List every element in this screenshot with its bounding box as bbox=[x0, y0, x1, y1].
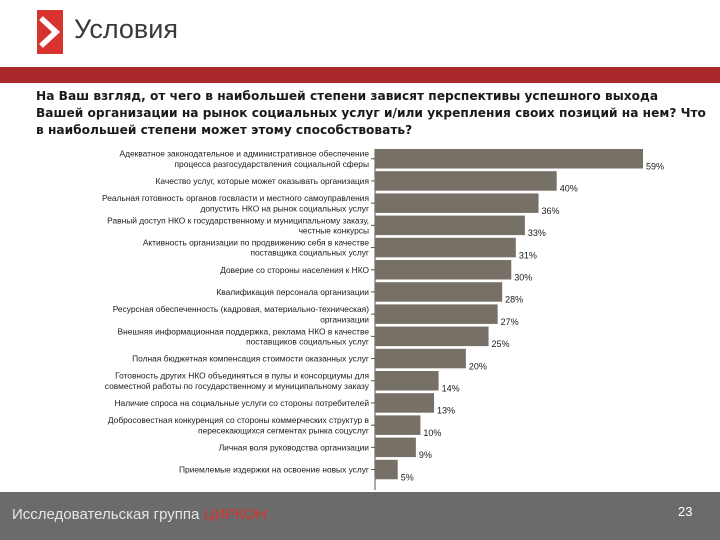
category-label: процесса разгосударствления социальной с… bbox=[175, 159, 369, 169]
category-label: допустить НКО на рынок социальных услуг bbox=[200, 203, 369, 213]
category-label: Внешняя информационная поддержка, реклам… bbox=[118, 326, 370, 336]
category-label: Наличие спроса на социальные услуги со с… bbox=[114, 398, 369, 408]
category-label: честные конкурсы bbox=[299, 225, 369, 235]
category-label: Добросовестная конкуренция со стороны ко… bbox=[108, 415, 370, 425]
data-label: 30% bbox=[514, 273, 532, 283]
bar bbox=[375, 348, 466, 369]
data-label: 14% bbox=[442, 384, 460, 394]
bar bbox=[375, 326, 489, 347]
category-label: Квалификация персонала организации bbox=[216, 287, 369, 297]
bar bbox=[375, 459, 398, 480]
data-label: 27% bbox=[501, 317, 519, 327]
data-label: 25% bbox=[492, 339, 510, 349]
category-label: поставщика социальных услуг bbox=[250, 248, 369, 258]
category-label: Полная бюджетная компенсация стоимости о… bbox=[132, 354, 369, 364]
category-label: Качество услуг, которые может оказывать … bbox=[156, 176, 369, 186]
bar bbox=[375, 149, 643, 169]
category-label: пересекающихся сегментах рынка соцуслуг bbox=[198, 425, 369, 435]
bar bbox=[375, 393, 435, 413]
category-label: Адекватное законодательное и администрат… bbox=[119, 149, 369, 159]
data-label: 28% bbox=[505, 295, 523, 305]
page-title: Условия bbox=[74, 14, 178, 44]
bar bbox=[375, 304, 498, 324]
bar bbox=[375, 171, 557, 191]
data-label: 33% bbox=[528, 228, 546, 238]
data-label: 36% bbox=[542, 206, 560, 216]
bar bbox=[375, 371, 439, 391]
category-label: совместной работы по государственному и … bbox=[105, 381, 370, 391]
category-label: организации bbox=[320, 314, 369, 324]
footer-brand: Исследовательская группа ЦИРКОН bbox=[12, 506, 266, 523]
bar-chart: 59% Адекватное законодательное и админист… bbox=[102, 149, 664, 490]
bar bbox=[375, 415, 421, 435]
category-label: Приемлемые издержки на освоение новых ус… bbox=[179, 465, 369, 475]
category-label: Активность организации по продвижению се… bbox=[143, 237, 370, 247]
brand-prefix: Исследовательская группа bbox=[12, 506, 204, 523]
category-label: поставщиков социальных услуг bbox=[246, 336, 369, 346]
chevron-right-icon bbox=[39, 16, 61, 48]
category-label: Готовность других НКО объединяться в пул… bbox=[115, 371, 369, 381]
bar bbox=[375, 215, 525, 236]
category-label: Равный доступ НКО к государственному и м… bbox=[107, 215, 369, 225]
question-text: На Ваш взгляд, от чего в наибольшей степ… bbox=[36, 89, 706, 137]
data-label: 59% bbox=[646, 162, 664, 172]
data-label: 13% bbox=[437, 406, 455, 416]
bar bbox=[375, 282, 503, 302]
bar bbox=[375, 437, 416, 458]
page-number: 23 bbox=[678, 504, 693, 519]
data-label: 20% bbox=[469, 361, 487, 371]
data-label: 40% bbox=[560, 184, 578, 194]
data-label: 31% bbox=[519, 250, 537, 260]
category-label: Реальная готовность органов госвласти и … bbox=[102, 193, 369, 203]
data-label: 10% bbox=[423, 428, 441, 438]
data-label: 9% bbox=[419, 450, 432, 460]
category-label: Доверие со стороны населения к НКО bbox=[220, 265, 369, 275]
category-label: Ресурсная обеспеченность (кадровая, мате… bbox=[113, 304, 370, 314]
brand-accent: ЦИРКОН bbox=[203, 506, 267, 523]
footer: Исследовательская группа ЦИРКОН 23 bbox=[0, 492, 720, 540]
category-label: Личная воля руководства организации bbox=[219, 442, 370, 452]
header-divider bbox=[0, 67, 720, 83]
bar bbox=[375, 260, 512, 280]
bar bbox=[375, 237, 516, 258]
data-label: 5% bbox=[401, 472, 414, 482]
logo bbox=[37, 10, 63, 54]
bar bbox=[375, 193, 539, 213]
